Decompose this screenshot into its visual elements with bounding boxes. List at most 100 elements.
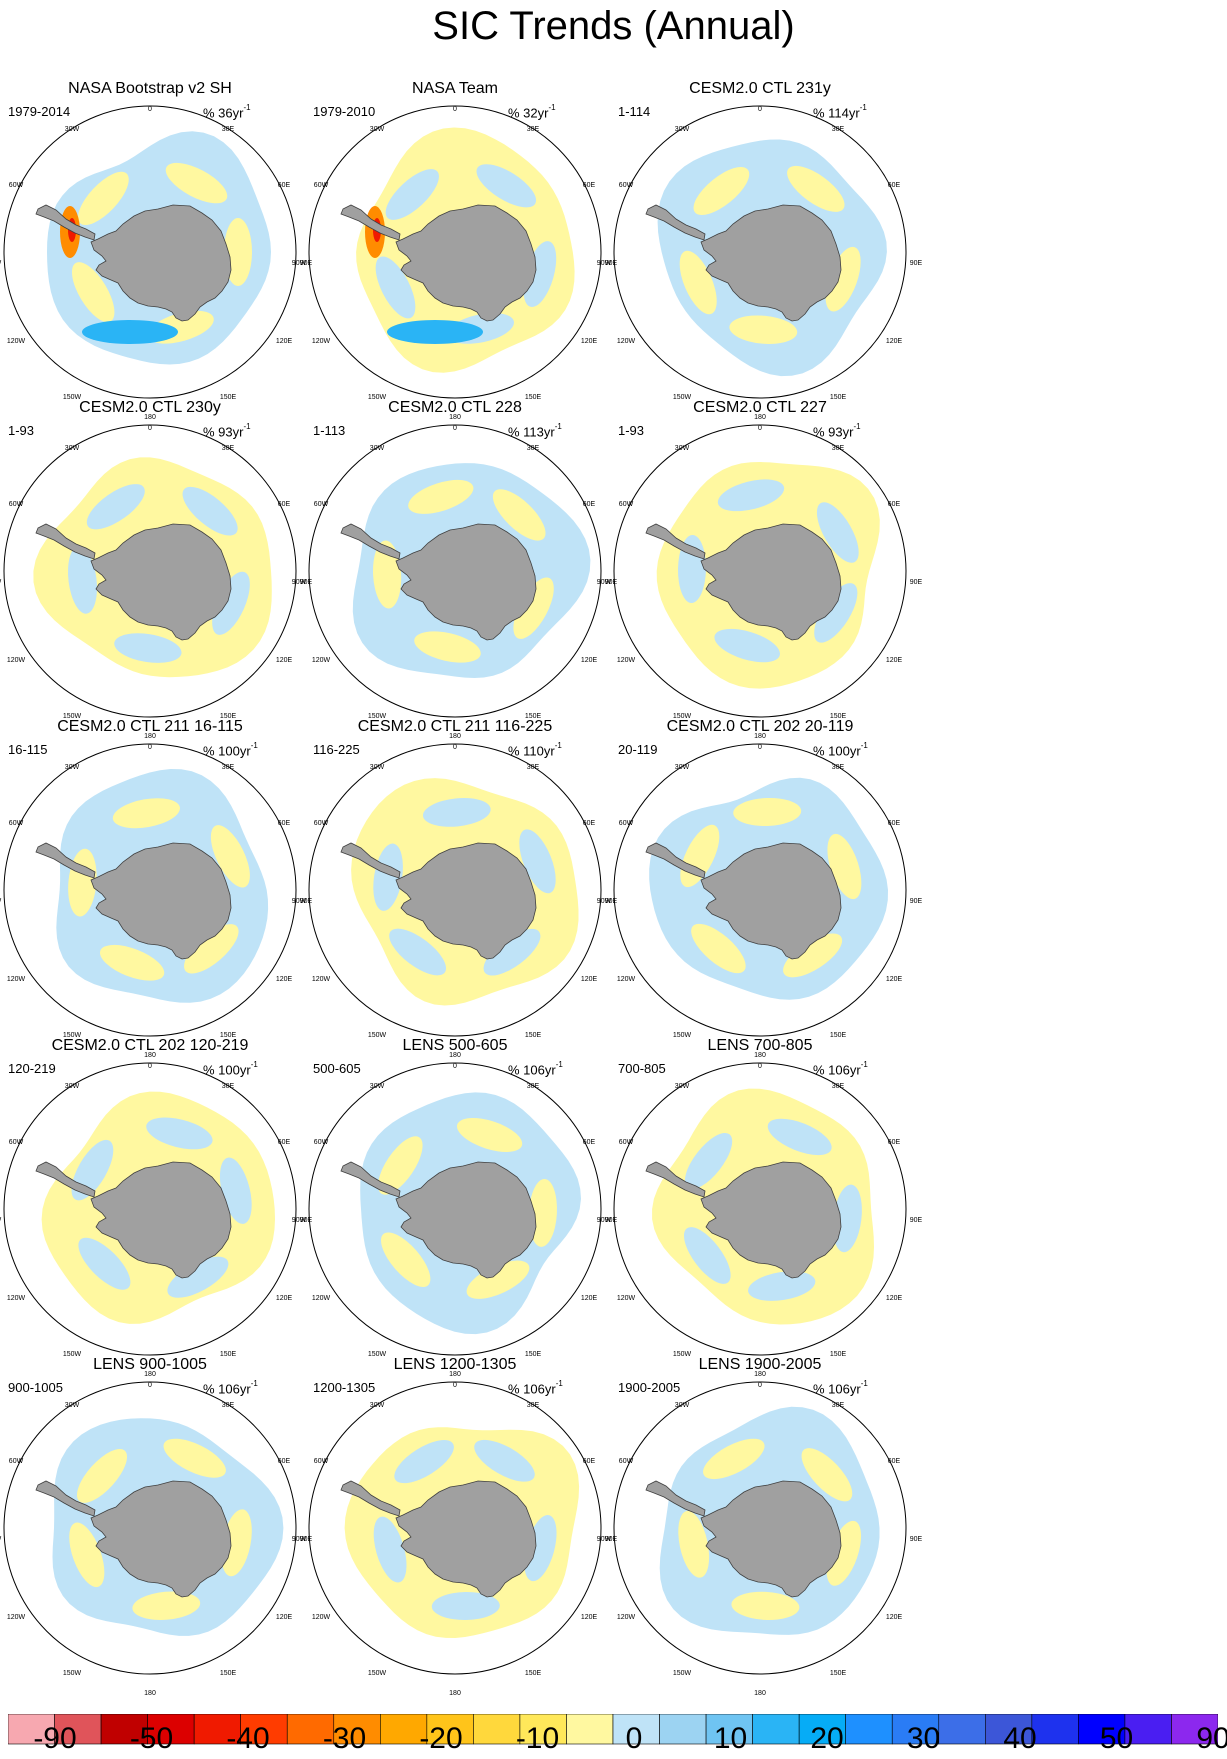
longitude-label: 120E <box>275 338 293 345</box>
panel-period: 1979-2010 <box>313 104 376 119</box>
trend-anomaly-patch <box>466 1260 530 1299</box>
longitude-label: 150W <box>367 1670 387 1677</box>
trend-anomaly-patch <box>691 923 746 974</box>
longitude-label: 120E <box>580 1614 598 1621</box>
longitude-label: 90E <box>909 1536 923 1543</box>
longitude-label: 120W <box>311 976 331 983</box>
longitude-label: 30E <box>526 764 540 771</box>
antarctica-land <box>395 842 537 960</box>
south-america-land <box>645 204 706 241</box>
map-boundary <box>308 743 602 1037</box>
trend-anomaly-patch <box>408 479 474 514</box>
longitude-label: 60E <box>887 1139 901 1146</box>
longitude-label: 60W <box>8 501 24 508</box>
panel-title: CESM2.0 CTL 211 116-225 <box>357 718 553 735</box>
panel-units: % 93yr-1 <box>203 422 251 440</box>
longitude-label: 60E <box>887 501 901 508</box>
trend-anomaly-patch <box>683 1227 731 1284</box>
map-panel: LENS 1200-1305 1200-1305 % 106yr-1 0 30E 60E 9… <box>291 1356 617 1697</box>
colorbar-swatch <box>1031 1714 1079 1745</box>
trend-anomaly-patch <box>184 924 239 974</box>
trend-anomaly-patch <box>492 489 546 541</box>
longitude-label: 30W <box>369 1083 385 1090</box>
trend-anomaly-patch <box>210 825 250 888</box>
longitude-label: 120W <box>311 657 331 664</box>
polar-map <box>308 1381 602 1675</box>
longitude-label: 30E <box>831 445 845 452</box>
longitude-label: 120E <box>580 1295 598 1302</box>
polar-map <box>3 105 297 399</box>
panel-period: 1-93 <box>618 423 645 438</box>
longitude-label: 30E <box>221 445 235 452</box>
trend-anomaly-patch <box>684 1132 733 1190</box>
antarctica-land <box>395 523 537 641</box>
longitude-label: 90W <box>596 898 612 905</box>
map-panel: CESM2.0 CTL 231y 1-114 % 114yr-1 0 30E 60E 90E… <box>597 80 922 421</box>
longitude-label: 0 <box>148 1063 152 1070</box>
map-panel: CESM2.0 CTL 211 116-225 116-225 % 110yr-1 0… <box>292 718 617 1059</box>
colorbar-swatch <box>1078 1714 1126 1745</box>
map-boundary <box>613 743 907 1037</box>
longitude-label: 150W <box>672 394 692 401</box>
trend-anomaly-patch <box>528 1178 557 1247</box>
panel-title: LENS 900-1005 <box>93 1356 207 1373</box>
longitude-label: 120E <box>275 1614 293 1621</box>
longitude-label: 120E <box>275 657 293 664</box>
trend-anomaly-patch <box>375 256 416 319</box>
south-america-land <box>35 842 96 879</box>
map-panel: LENS 900-1005 900-1005 % 106yr-1 0 30E 60E 90E… <box>0 1356 312 1697</box>
longitude-label: 150E <box>524 713 542 720</box>
longitude-label: 0 <box>758 1382 762 1389</box>
longitude-label: 90E <box>909 1217 923 1224</box>
longitude-label: 120E <box>885 1295 903 1302</box>
south-america-land <box>35 1480 96 1517</box>
longitude-label: 180 <box>449 1371 461 1378</box>
map-panel: CESM2.0 CTL 202 120-219 120-219 % 100yr-1 0… <box>0 1037 312 1378</box>
panel-period: 1-93 <box>8 423 35 438</box>
map-boundary <box>613 105 907 399</box>
antarctica-land <box>395 204 537 322</box>
longitude-label: 120W <box>6 1614 26 1621</box>
trend-anomaly-patch <box>165 162 228 204</box>
trend-anomaly-patch <box>767 1118 832 1156</box>
map-boundary <box>613 424 907 718</box>
longitude-label: 90E <box>299 898 313 905</box>
antarctica-land <box>90 1161 232 1279</box>
longitude-label: 90W <box>291 1536 307 1543</box>
panel-period: 1-114 <box>618 104 651 119</box>
longitude-label: 90W <box>291 579 307 586</box>
longitude-label: 150E <box>829 713 847 720</box>
panel-units: % 113yr-1 <box>508 422 562 440</box>
panel-units: % 106yr-1 <box>813 1379 868 1397</box>
longitude-label: 90W <box>596 1536 612 1543</box>
longitude-label: 30E <box>526 1402 540 1409</box>
longitude-label: 120W <box>6 976 26 983</box>
antarctica-land <box>700 204 842 322</box>
longitude-label: 60W <box>8 820 24 827</box>
longitude-label: 120W <box>616 976 636 983</box>
south-america-land <box>340 204 401 241</box>
map-panel: CESM2.0 CTL 227 1-93 % 93yr-1 0 30E 60E 90E 120… <box>597 399 922 740</box>
longitude-label: 60E <box>277 501 291 508</box>
colorbar-swatch <box>100 1714 148 1745</box>
longitude-label: 90E <box>604 260 618 267</box>
colorbar-swatch <box>566 1714 614 1745</box>
trend-anomaly-patch <box>513 577 554 639</box>
longitude-label: 90W <box>0 1217 1 1225</box>
trend-anomaly-patch <box>814 583 858 643</box>
panel-period: 1-113 <box>313 423 346 438</box>
longitude-label: 120W <box>311 1614 331 1621</box>
longitude-label: 60W <box>313 1458 329 1465</box>
longitude-label: 90E <box>604 1217 618 1224</box>
longitude-label: 180 <box>144 1371 156 1378</box>
trend-anomaly-patch <box>381 1232 431 1287</box>
map-boundary <box>3 743 297 1037</box>
panel-units: % 106yr-1 <box>203 1379 258 1397</box>
longitude-label: 90W <box>596 1217 612 1224</box>
longitude-label: 30E <box>221 1083 235 1090</box>
longitude-label: 30E <box>831 1402 845 1409</box>
panel-period: 1900-2005 <box>618 1380 681 1395</box>
colorbar-tick-label: -30 <box>322 1722 367 1755</box>
longitude-label: 30E <box>831 764 845 771</box>
polar-map <box>3 743 297 1037</box>
